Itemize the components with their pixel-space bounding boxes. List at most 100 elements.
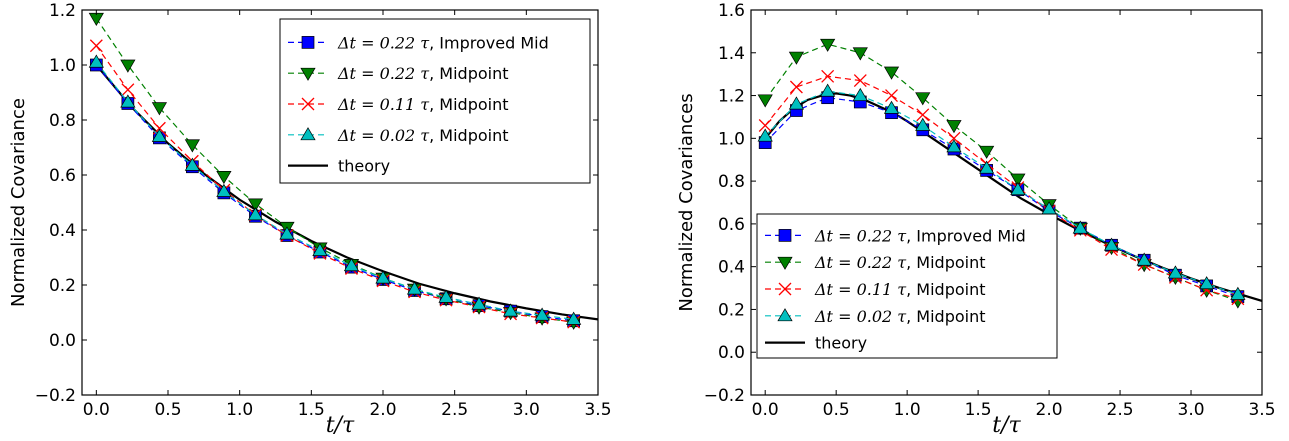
data-point [820, 83, 836, 97]
data-point [916, 108, 930, 122]
data-point [883, 100, 900, 114]
y-tick-label: 1.0 [49, 56, 76, 76]
legend-marker [300, 127, 316, 141]
data-point [151, 102, 168, 116]
legend-marker [777, 308, 793, 322]
legend-box [756, 213, 1058, 359]
data-point [151, 128, 168, 142]
legend-label: theory [338, 157, 390, 176]
data-point [88, 12, 104, 26]
data-point [312, 242, 328, 256]
data-point [820, 38, 836, 52]
x-tick-label: 0.0 [83, 400, 110, 420]
legend: Δt = 0.22 τ, Improved Mid Δt = 0.22 τ, Mi… [279, 18, 591, 184]
legend: Δt = 0.22 τ, Improved Mid Δt = 0.22 τ, Mi… [756, 213, 1058, 359]
data-point [1167, 265, 1184, 279]
data-point [247, 207, 264, 221]
data-point [121, 83, 135, 97]
data-point [120, 94, 136, 108]
legend-marker [777, 256, 793, 270]
legend-entry: Δt = 0.11 τ, Midpoint [288, 95, 509, 114]
legend-marker [301, 36, 315, 49]
y-tick-label: −0.2 [704, 386, 745, 406]
plot-area [757, 38, 1262, 309]
y-tick-label: 1.2 [49, 1, 76, 21]
data-point [1136, 252, 1152, 266]
data-point [885, 89, 898, 103]
y-tick-label: 0.4 [718, 258, 745, 278]
data-point [788, 51, 805, 65]
y-tick-label: 0.2 [49, 276, 76, 296]
data-point [1230, 286, 1246, 300]
legend-entry: Δt = 0.02 τ, Midpoint [765, 307, 986, 326]
legend-marker [301, 97, 315, 111]
x-tick-label: 1.0 [894, 400, 921, 420]
y-tick-label: 0.6 [49, 166, 76, 186]
x-tick-label: 1.5 [965, 400, 992, 420]
data-point [757, 128, 773, 142]
data-point [438, 289, 454, 303]
data-point [1103, 237, 1120, 251]
series-3 [757, 83, 1246, 300]
y-tick-label: 0.8 [49, 111, 76, 131]
legend-label: Δt = 0.22 τ, Midpoint [814, 253, 986, 272]
data-point [1010, 173, 1026, 187]
legend-box [279, 18, 591, 184]
legend-marker [778, 282, 792, 296]
y-axis-label: Normalized Covariance [8, 98, 29, 307]
y-tick-label: 1.6 [718, 1, 745, 21]
data-point [184, 139, 200, 153]
legend-entry: Δt = 0.22 τ, Midpoint [765, 253, 986, 272]
data-point [120, 59, 136, 73]
series-line [764, 90, 1239, 296]
data-point [406, 281, 423, 295]
data-point [915, 92, 931, 106]
data-point [1072, 220, 1088, 234]
x-tick-label: 3.5 [584, 400, 611, 420]
data-point [89, 39, 103, 53]
axes-frame [81, 9, 599, 396]
x-tick-label: 0.5 [823, 400, 850, 420]
data-point [757, 94, 773, 108]
data-point [883, 66, 900, 80]
y-axis-label: Normalized Covariances [676, 93, 697, 311]
x-tick-label: 0.5 [154, 400, 181, 420]
y-tick-label: 1.2 [718, 87, 745, 107]
data-point [789, 80, 803, 94]
y-tick-label: 0.2 [718, 300, 745, 320]
data-point [979, 145, 995, 159]
data-point [279, 226, 295, 240]
y-tick-label: 0.8 [718, 172, 745, 192]
x-tick-label: 1.5 [298, 400, 325, 420]
data-point [852, 47, 868, 61]
y-tick-label: 0.4 [49, 221, 76, 241]
legend-label: Δt = 0.11 τ, Midpoint [337, 95, 509, 114]
y-tick-label: −0.2 [35, 386, 76, 406]
legend-entry: theory [288, 157, 390, 176]
legend-entry: Δt = 0.02 τ, Midpoint [288, 126, 509, 145]
data-point [471, 296, 487, 310]
series-line [764, 75, 1239, 300]
data-point [853, 74, 867, 88]
x-tick-label: 2.5 [441, 400, 468, 420]
data-point [247, 198, 264, 212]
x-axis-label: t/τ [992, 413, 1021, 438]
series-line [95, 61, 574, 320]
data-point [375, 270, 391, 284]
legend-entry: Δt = 0.22 τ, Midpoint [288, 64, 509, 83]
series-line [95, 64, 574, 322]
x-tick-label: 2.0 [1036, 400, 1063, 420]
data-point [947, 131, 961, 145]
data-point [216, 171, 232, 185]
y-tick-label: 1.0 [718, 129, 745, 149]
legend-label: Δt = 0.22 τ, Midpoint [337, 64, 509, 83]
legend-label: Δt = 0.22 τ, Improved Mid [814, 226, 1026, 245]
data-point [758, 119, 772, 132]
x-tick-label: 3.0 [1178, 400, 1205, 420]
axes-frame [750, 9, 1263, 396]
data-point [821, 69, 835, 83]
data-point [788, 96, 805, 110]
plot-area [88, 12, 598, 330]
legend-entry: theory [765, 334, 867, 353]
